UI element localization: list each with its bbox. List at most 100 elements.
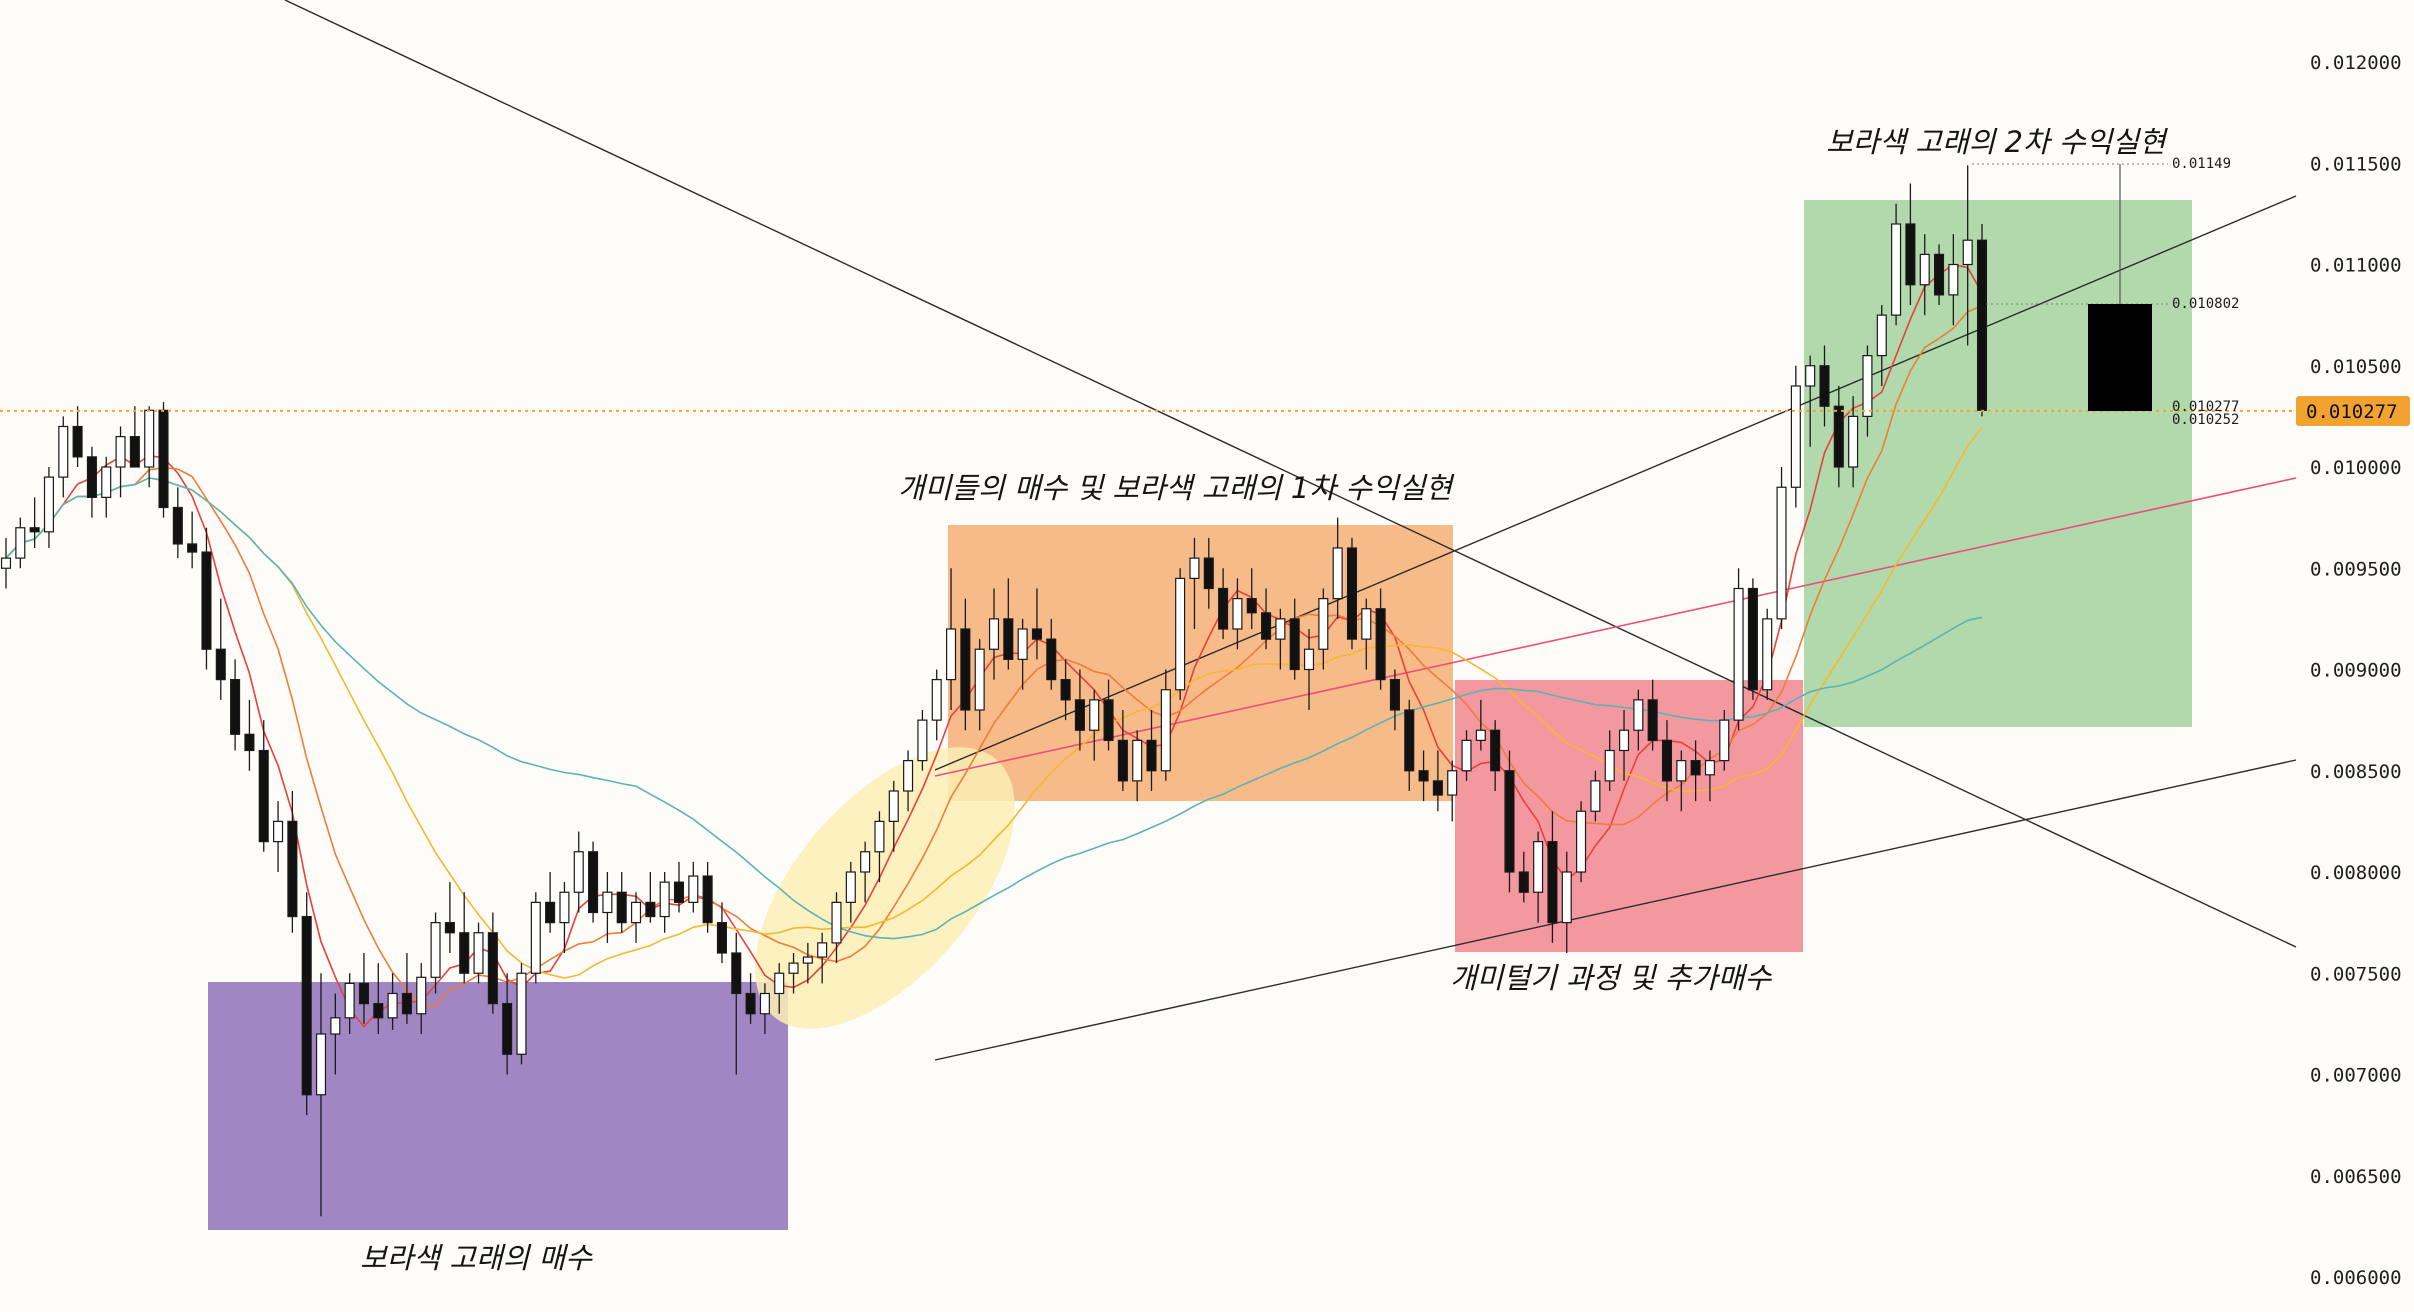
candle [630, 892, 642, 943]
candle-body-down [716, 922, 727, 954]
candle-body-up [58, 425, 69, 478]
moving-average-long [5, 427, 1983, 979]
candle [1576, 801, 1587, 883]
candle-body-down [1418, 770, 1429, 782]
candle-body-up [802, 956, 813, 964]
label-a: 0.010277 [2172, 399, 2239, 415]
candle [1776, 467, 1787, 629]
candle-body-down [588, 851, 599, 914]
candle-body-up [1590, 780, 1601, 812]
candle-body-up [630, 901, 642, 924]
candle-body-down [258, 749, 269, 843]
candle [645, 872, 656, 923]
candle [817, 932, 828, 984]
candle [416, 963, 427, 1034]
candle-body-down [1074, 699, 1085, 731]
candle [1876, 305, 1887, 386]
candle-body-up [988, 618, 1000, 650]
candle [702, 861, 713, 933]
candle-body-up [1862, 355, 1873, 417]
y-tick-label: 0.007000 [2310, 1065, 2402, 1087]
candle-body-down [1218, 587, 1229, 630]
candle [1934, 244, 1945, 305]
candle-body-up [315, 1033, 327, 1096]
candle [688, 861, 699, 913]
label-mid: 0.010802 [2172, 296, 2239, 312]
candle [845, 861, 856, 923]
candle [1719, 710, 1730, 771]
candle-body-up [1361, 608, 1372, 640]
candle [1218, 568, 1229, 640]
candle [502, 973, 513, 1075]
candle-body-up [573, 851, 584, 893]
candle-body-down [1934, 253, 1945, 296]
candle [1461, 730, 1472, 781]
annotation-second-profit: 보라색 고래의 2차 수익실현 [1826, 125, 2169, 159]
candle-body-up [1132, 739, 1143, 782]
candle-body-up [917, 719, 928, 762]
candle-body-down [29, 527, 40, 533]
candle [1332, 517, 1343, 619]
y-axis: 0.012000 0.011500 0.011000 0.010500 0.010000… [2310, 52, 2402, 1289]
candle-body-up [1633, 699, 1644, 731]
candle-body-up [1175, 577, 1186, 691]
candle-body-down [1046, 638, 1057, 681]
candle [831, 892, 842, 964]
candle [588, 841, 599, 923]
trendline-lower-ascending [934, 759, 2297, 1061]
candle-body-up [15, 527, 26, 559]
candle-body-up [1461, 739, 1472, 772]
candle-body-down [616, 891, 627, 924]
candle [387, 973, 398, 1030]
candle [273, 801, 284, 872]
candle-body-up [1475, 729, 1486, 741]
candle [158, 402, 169, 518]
candle [1475, 699, 1486, 751]
candle [358, 953, 370, 1024]
candle-body-up [1275, 618, 1286, 640]
candle-body-up [559, 891, 570, 924]
candle [1389, 669, 1400, 731]
candle [988, 588, 1000, 680]
candle [802, 942, 813, 984]
candle-body-down [129, 436, 140, 468]
label-high: 0.01149 [2172, 156, 2231, 172]
candle [616, 872, 627, 933]
candle-body-up [974, 648, 985, 711]
annotation-first-profit: 개미들의 매수 및 보라색 고래의 1차 수익실현 [898, 471, 1455, 505]
candle [315, 973, 327, 1217]
candle-body-up [774, 972, 785, 995]
candle [215, 598, 226, 700]
label-b: 0.010252 [2172, 412, 2239, 428]
y-tick-label: 0.008000 [2310, 862, 2402, 884]
candle [1146, 710, 1157, 791]
candle [258, 720, 269, 852]
y-tick-label: 0.011500 [2310, 153, 2402, 175]
candle [1604, 730, 1615, 791]
candle [1160, 669, 1171, 781]
candle-body-down [1103, 699, 1114, 741]
candle-body-down [1518, 871, 1529, 893]
candle [1175, 568, 1186, 700]
candle [888, 780, 899, 852]
candle [244, 699, 255, 771]
candle-body-up [1891, 223, 1902, 316]
candle [1203, 537, 1214, 609]
candle [1690, 740, 1701, 802]
candle-body-down [301, 915, 312, 1096]
y-tick-label: 0.008500 [2310, 761, 2402, 783]
zone-purple-buy [208, 982, 788, 1230]
candle-body-up [759, 992, 770, 1015]
candle [960, 598, 971, 731]
candle-body-up [788, 962, 799, 974]
candle-body-up [817, 942, 828, 958]
candle-body-down [487, 932, 498, 1005]
candle-body-down [1346, 547, 1358, 640]
candle [72, 406, 83, 467]
candle [1762, 608, 1773, 700]
candle [731, 932, 742, 1075]
annotation-shakeout: 개미털기 과정 및 추가매수 [1450, 961, 1772, 995]
candle-body-up [1805, 365, 1816, 387]
candle-body-down [1661, 739, 1673, 782]
candle [1905, 183, 1916, 305]
